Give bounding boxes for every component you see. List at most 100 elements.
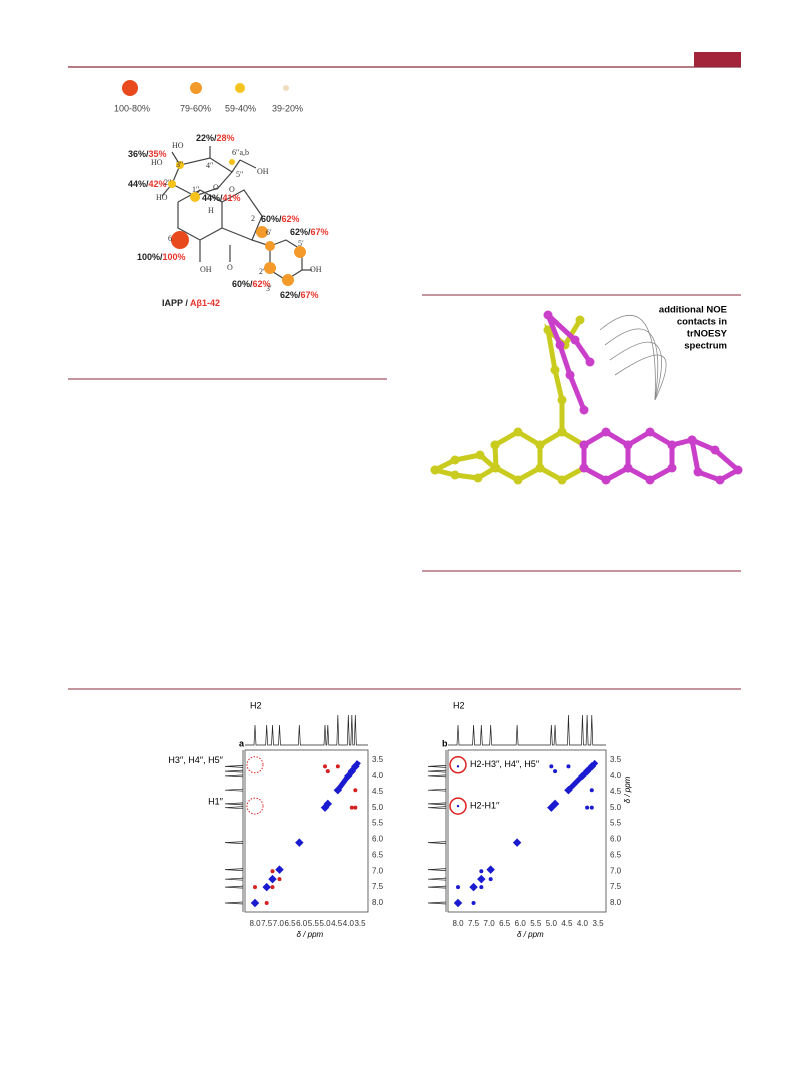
diag-peak	[268, 874, 277, 884]
value-a: 62%/	[280, 290, 301, 300]
header-tab	[694, 52, 741, 67]
spectrum-1d	[448, 714, 606, 746]
legend-label: 100-80%	[114, 103, 150, 113]
cross-peak	[479, 869, 484, 874]
diag	[565, 759, 599, 794]
x-tick-label: 5.0	[546, 919, 558, 928]
value-b: 100%	[163, 252, 186, 262]
plot-frame	[447, 749, 607, 913]
noe-arc	[609, 341, 662, 401]
atom	[601, 475, 611, 485]
value-a: 60%/	[261, 214, 282, 224]
cross-peak	[585, 805, 590, 810]
y-tick-label: 7.5	[610, 882, 622, 891]
sphere	[265, 241, 275, 251]
peak-label: H2	[250, 700, 262, 710]
y-tick-label: 3.5	[610, 755, 622, 764]
legend-sphere	[283, 85, 289, 91]
atom	[570, 335, 580, 345]
legend-sphere	[190, 82, 202, 94]
cross-peak	[349, 805, 354, 810]
atom	[513, 475, 523, 485]
plot-frame	[244, 749, 369, 913]
atom	[710, 445, 720, 455]
peak-annotation: H2-H3′′, H4′′, H5′′	[470, 759, 539, 769]
diag-peak	[486, 865, 495, 874]
x-tick-label: 3.5	[354, 919, 366, 928]
percent-label: 60%/62%	[232, 279, 271, 289]
atom-label: HO	[156, 193, 168, 202]
cross-peak	[479, 885, 484, 890]
legend-sphere	[122, 80, 138, 96]
y-tick-label: 4.5	[372, 787, 384, 796]
cross-peak	[456, 765, 460, 768]
bond	[671, 437, 743, 483]
x-tick-label: 7.0	[273, 919, 285, 928]
atom	[543, 310, 553, 320]
atom	[543, 325, 553, 335]
atom-label: OH	[257, 167, 269, 176]
atom-label: 3′	[266, 284, 272, 293]
atom-label: 5′′	[236, 170, 244, 179]
x-tick-label: 8.0	[452, 919, 464, 928]
atom	[555, 340, 565, 350]
noe-arc	[599, 314, 656, 401]
bond	[626, 429, 675, 483]
atom	[645, 427, 655, 437]
cross-peak	[323, 764, 327, 769]
peak-annotation: H3′′, H4′′, H5′′	[168, 755, 223, 765]
atom	[585, 357, 595, 367]
caption: IAPP / Aβ1-42	[162, 298, 220, 308]
cross-peak	[456, 804, 460, 808]
bond	[492, 429, 543, 483]
highlight-circle	[449, 756, 467, 774]
y-tick-label: 8.0	[372, 898, 384, 907]
x-tick-label: 7.5	[261, 919, 273, 928]
atom	[601, 427, 611, 437]
atom	[579, 463, 589, 473]
y-tick-label: 8.0	[610, 898, 622, 907]
atom	[715, 475, 725, 485]
annotation: spectrum	[684, 341, 727, 352]
cross-peak	[589, 788, 594, 793]
atom-label: 3′′	[176, 160, 184, 169]
atom	[535, 440, 545, 450]
caption-b: Aβ1-42	[190, 298, 220, 308]
atom	[623, 463, 633, 473]
atom-label: 6′′a,b	[232, 148, 249, 157]
panel-letter: b	[442, 738, 448, 748]
sphere	[168, 180, 176, 188]
cross-peak	[264, 901, 269, 905]
y-tick-label: 5.0	[372, 803, 384, 812]
annotation: contacts in	[677, 317, 727, 328]
atom	[645, 475, 655, 485]
percent-label: 100%/100%	[137, 252, 186, 262]
atom	[565, 370, 575, 380]
diag-peak	[550, 799, 560, 809]
x-axis-label: δ / ppm	[517, 930, 544, 939]
cross-peak	[325, 769, 330, 774]
nmr-figure: aH23.53.54.04.04.54.55.05.05.55.56.06.06…	[168, 700, 632, 939]
value-b: 67%	[311, 227, 329, 237]
atom	[475, 450, 485, 460]
atom	[579, 405, 589, 415]
diag-peak	[512, 838, 522, 847]
value-b: 28%	[217, 133, 235, 143]
atom-label: HO	[151, 158, 163, 167]
atom	[733, 465, 743, 475]
noe-arc	[604, 328, 659, 401]
noe-arc	[614, 354, 667, 401]
x-tick-label: 5.0	[319, 919, 331, 928]
cross-peak	[270, 885, 275, 890]
bond	[538, 429, 587, 483]
atom-label: 6′	[266, 228, 272, 237]
x-tick-label: 4.0	[343, 919, 355, 928]
diag-peak	[262, 882, 271, 892]
percent-label: 22%/28%	[196, 133, 235, 143]
bond	[433, 452, 500, 481]
value-a: 44%/	[128, 179, 149, 189]
bond	[544, 318, 583, 432]
sphere	[264, 262, 276, 274]
atom	[687, 435, 697, 445]
percent-label: 62%/67%	[280, 290, 319, 300]
